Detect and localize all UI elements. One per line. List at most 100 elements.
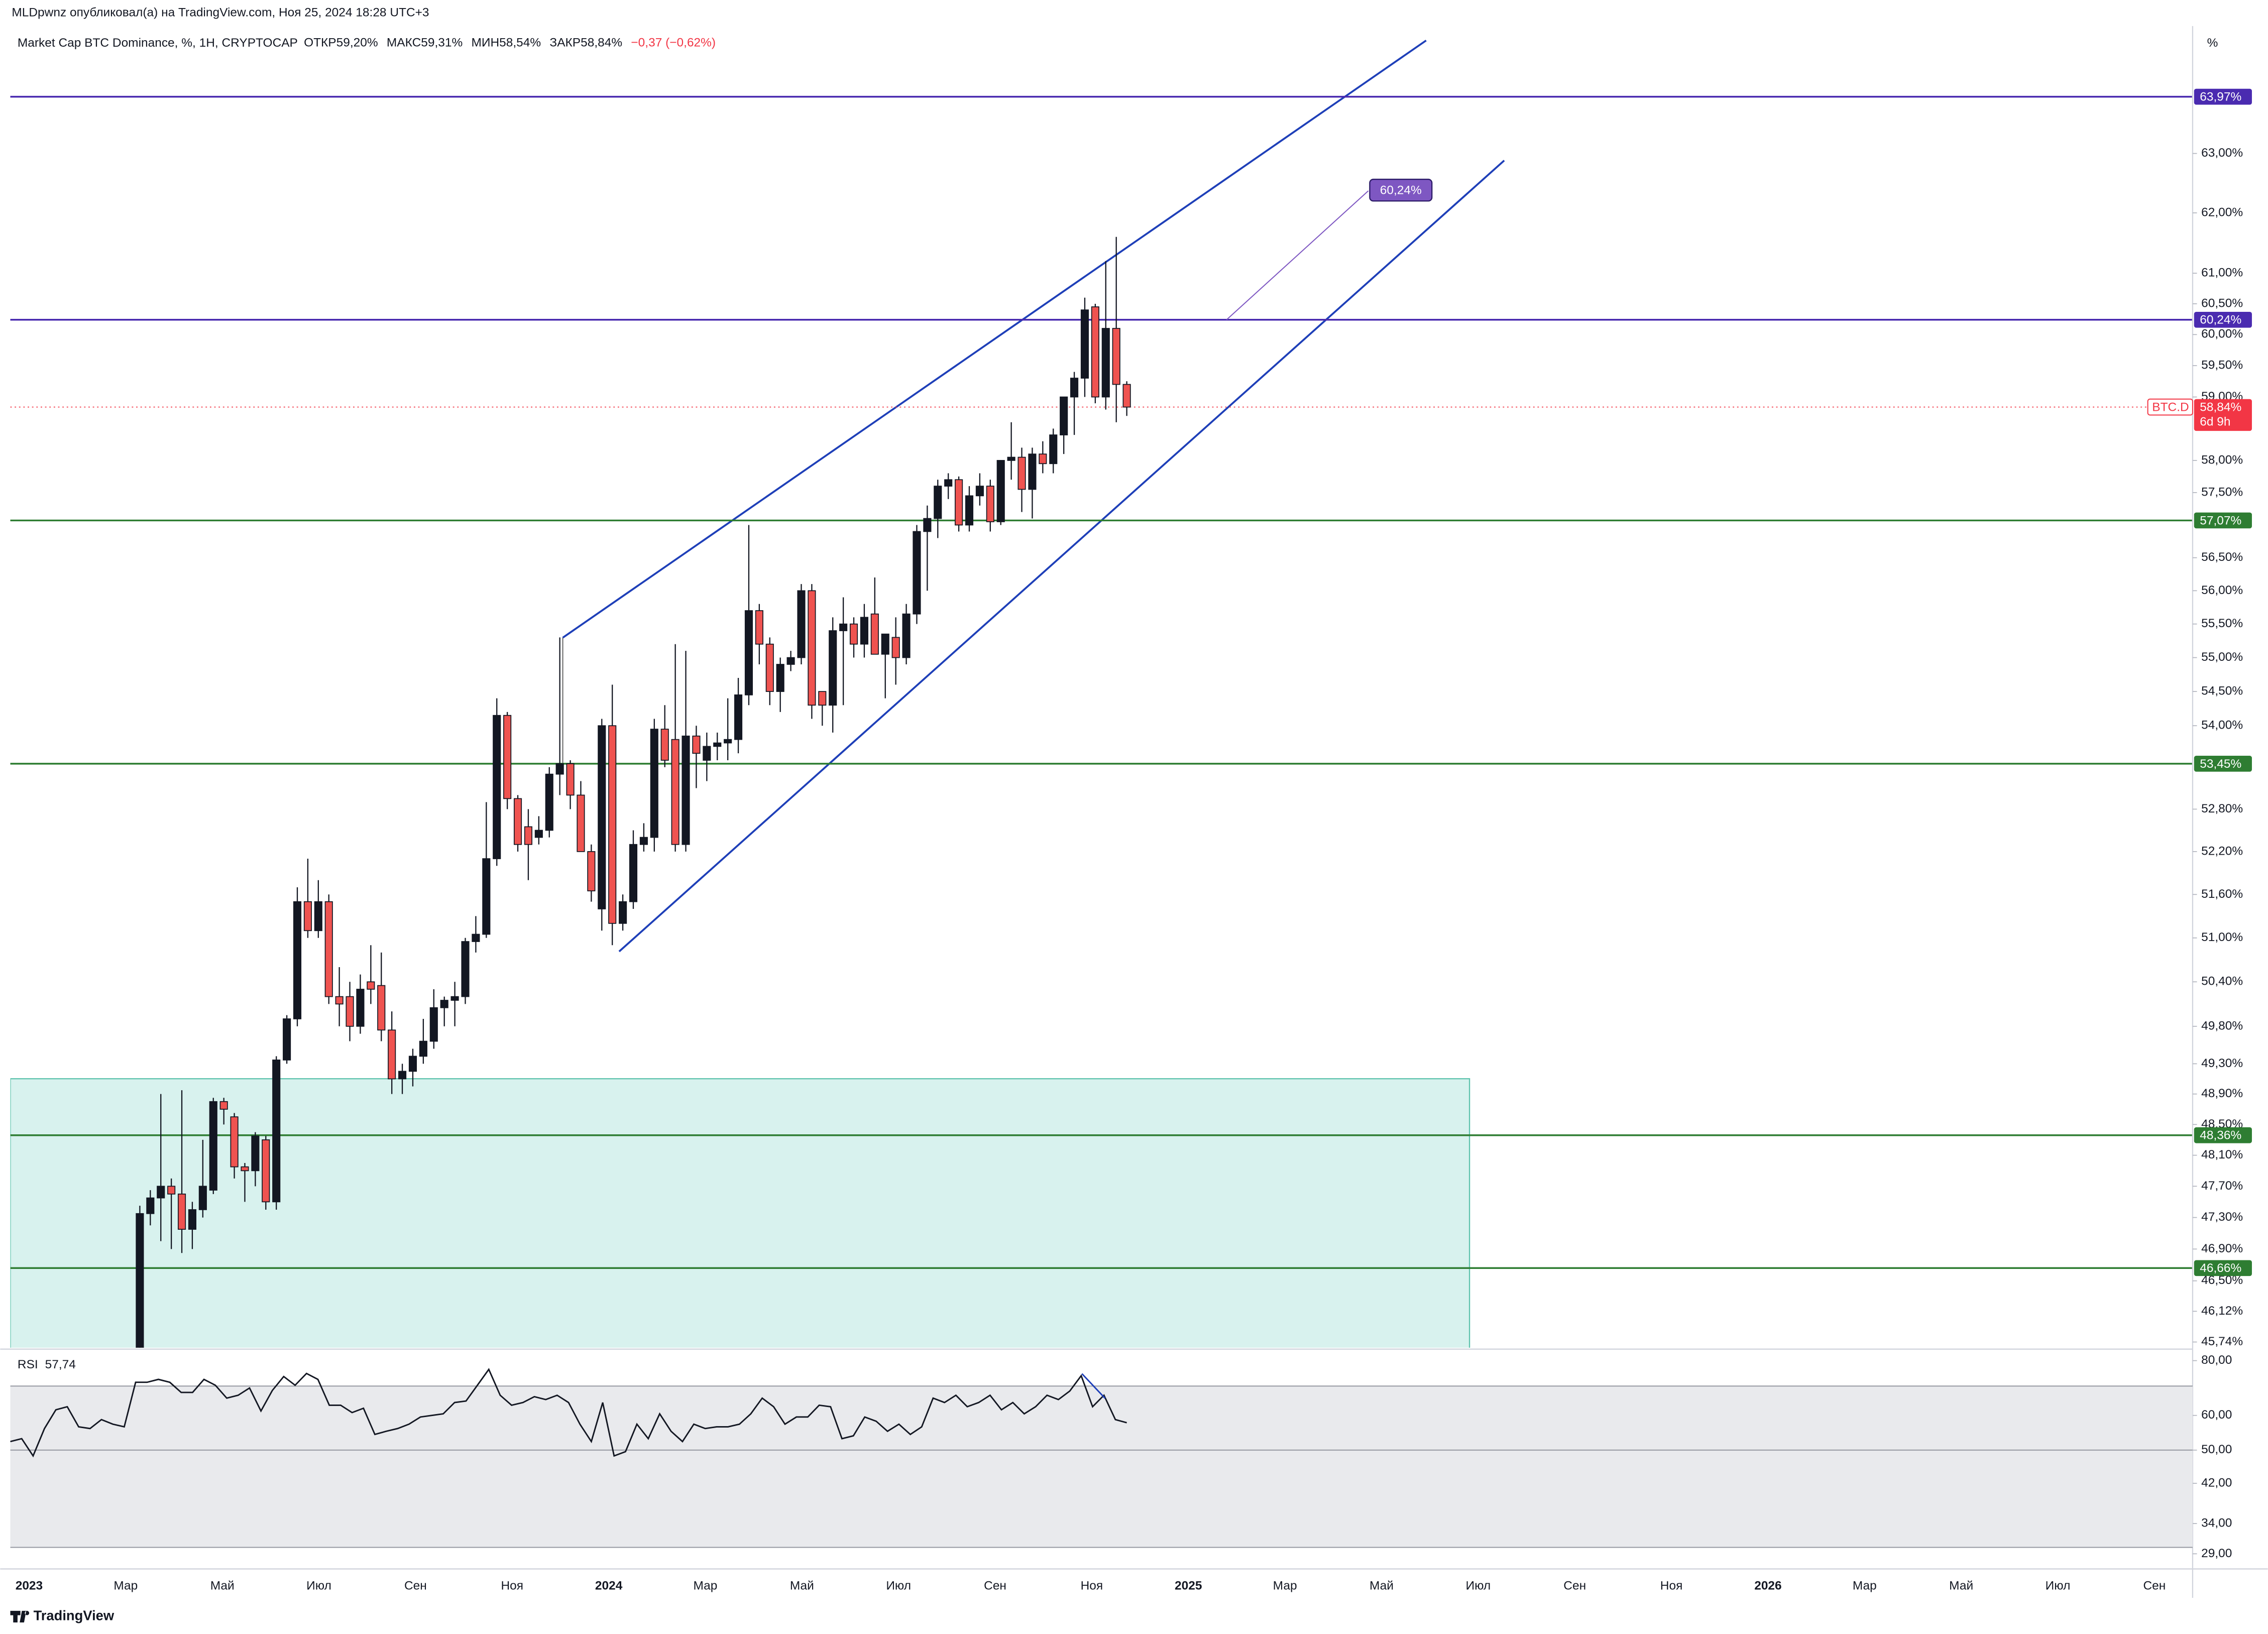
rsi-pane bbox=[10, 1368, 2193, 1548]
zone-box bbox=[10, 1078, 1470, 1348]
candle-body bbox=[1112, 328, 1120, 385]
candle-body bbox=[356, 989, 365, 1027]
candle-body bbox=[955, 479, 963, 526]
candle-body bbox=[367, 981, 375, 990]
candle-body bbox=[377, 985, 386, 1031]
y-tick-label: 55,00% bbox=[2201, 650, 2243, 664]
candle-body bbox=[388, 1029, 396, 1080]
candle-body bbox=[293, 901, 302, 1019]
candle-body bbox=[440, 1000, 448, 1008]
candle-body bbox=[177, 1193, 186, 1230]
x-tick-label: 2024 bbox=[595, 1579, 623, 1592]
candle-body bbox=[219, 1101, 228, 1110]
x-tick-label: Ноя bbox=[1081, 1579, 1103, 1592]
candle-body bbox=[545, 773, 553, 831]
y-tick-label: 46,12% bbox=[2201, 1304, 2243, 1318]
annotation-leader bbox=[1226, 190, 1369, 320]
footer-logo bbox=[10, 1610, 30, 1622]
candle-body bbox=[1060, 396, 1068, 435]
y-tick-label: 49,80% bbox=[2201, 1019, 2243, 1032]
y-tick-label: 58,00% bbox=[2201, 453, 2243, 466]
level-label: 60,24% bbox=[2200, 313, 2241, 327]
rsi-y-tick-label: 34,00 bbox=[2201, 1516, 2232, 1530]
ohlc-item: МИН58,54% bbox=[472, 36, 541, 50]
y-tick-label: 48,90% bbox=[2201, 1087, 2243, 1100]
y-tick-label: 47,70% bbox=[2201, 1179, 2243, 1193]
rsi-y-tick-label: 60,00 bbox=[2201, 1408, 2232, 1422]
annotation-label: 60,24% bbox=[1380, 184, 1422, 197]
candle-body bbox=[650, 729, 658, 838]
candle-body bbox=[660, 729, 669, 761]
level-label: 53,45% bbox=[2200, 757, 2241, 771]
level-label: 63,97% bbox=[2200, 90, 2241, 104]
candle-body bbox=[975, 486, 984, 497]
candle-body bbox=[262, 1139, 270, 1203]
candle-body bbox=[472, 933, 480, 942]
candle-body bbox=[1049, 434, 1058, 464]
x-tick-label: Июл bbox=[886, 1579, 911, 1592]
level-label: 57,07% bbox=[2200, 514, 2241, 527]
candle-body bbox=[849, 623, 858, 645]
candle-body bbox=[913, 531, 921, 615]
candle-body bbox=[429, 1007, 438, 1042]
candle-body bbox=[493, 715, 501, 859]
candle-body bbox=[324, 901, 333, 997]
last-price-bg bbox=[2194, 399, 2252, 431]
candle-body bbox=[671, 739, 679, 845]
candle-body bbox=[577, 794, 585, 852]
ohlc-item: ОТКР59,20% bbox=[304, 36, 378, 50]
candle-body bbox=[629, 844, 638, 902]
candle-body bbox=[1039, 453, 1047, 464]
x-tick-label: Мар bbox=[1273, 1579, 1297, 1592]
x-tick-label: 2026 bbox=[1754, 1579, 1781, 1592]
candle-body bbox=[555, 763, 564, 775]
x-tick-label: 2025 bbox=[1175, 1579, 1202, 1592]
candle-body bbox=[713, 742, 722, 747]
candle-body bbox=[209, 1101, 217, 1191]
rsi-band bbox=[10, 1386, 2193, 1548]
candle-body bbox=[881, 633, 889, 655]
header: MLDpwnz опубликовал(а) на TradingView.co… bbox=[12, 6, 429, 19]
candle-body bbox=[902, 613, 911, 658]
candle-body bbox=[503, 715, 512, 799]
y-tick-label: 59,50% bbox=[2201, 359, 2243, 372]
level-label: 46,66% bbox=[2200, 1261, 2241, 1275]
drawings bbox=[10, 40, 1505, 1348]
symbol-bg bbox=[2147, 398, 2193, 416]
candle-body bbox=[283, 1018, 291, 1061]
levels bbox=[10, 95, 2193, 1269]
x-tick-label: Июл bbox=[2046, 1579, 2071, 1592]
candle-body bbox=[513, 798, 522, 845]
candle-body bbox=[241, 1166, 249, 1172]
candle-body bbox=[829, 630, 837, 706]
candle-body bbox=[734, 694, 743, 740]
x-tick-label: Сен bbox=[2143, 1579, 2166, 1592]
x-tick-label: Ноя bbox=[501, 1579, 523, 1592]
y-tick-label: 62,00% bbox=[2201, 205, 2243, 219]
candle-body bbox=[303, 901, 312, 931]
candle-body bbox=[1101, 328, 1110, 398]
candle-body bbox=[314, 901, 322, 931]
candle-body bbox=[198, 1186, 207, 1210]
rsi-y-tick-label: 80,00 bbox=[2201, 1353, 2232, 1367]
candle-body bbox=[1007, 456, 1015, 461]
level-label-bg bbox=[2194, 1260, 2252, 1276]
rsi-name: RSI bbox=[18, 1358, 38, 1371]
candle-body bbox=[136, 1213, 144, 1348]
channel-lower bbox=[618, 160, 1505, 953]
x-tick-label: Сен bbox=[1563, 1579, 1586, 1592]
footer: TradingView bbox=[34, 1608, 115, 1623]
legend-title: Market Cap BTC Dominance, %, 1H, CRYPTOC… bbox=[18, 36, 298, 50]
x-tick-label: Ноя bbox=[1660, 1579, 1683, 1592]
y-tick-label: 56,00% bbox=[2201, 583, 2243, 597]
level-label-bg bbox=[2194, 88, 2252, 105]
ohlc-item: −0,37 (−0,62%) bbox=[631, 36, 716, 50]
y-tick-label: 51,00% bbox=[2201, 930, 2243, 944]
rsi-y-tick-label: 29,00 bbox=[2201, 1547, 2232, 1560]
candle-body bbox=[335, 996, 344, 1005]
candle-body bbox=[1122, 384, 1131, 408]
y-tick-label: 56,50% bbox=[2201, 550, 2243, 564]
x-tick-label: Сен bbox=[404, 1579, 427, 1592]
rsi-y-tick-label: 50,00 bbox=[2201, 1443, 2232, 1456]
